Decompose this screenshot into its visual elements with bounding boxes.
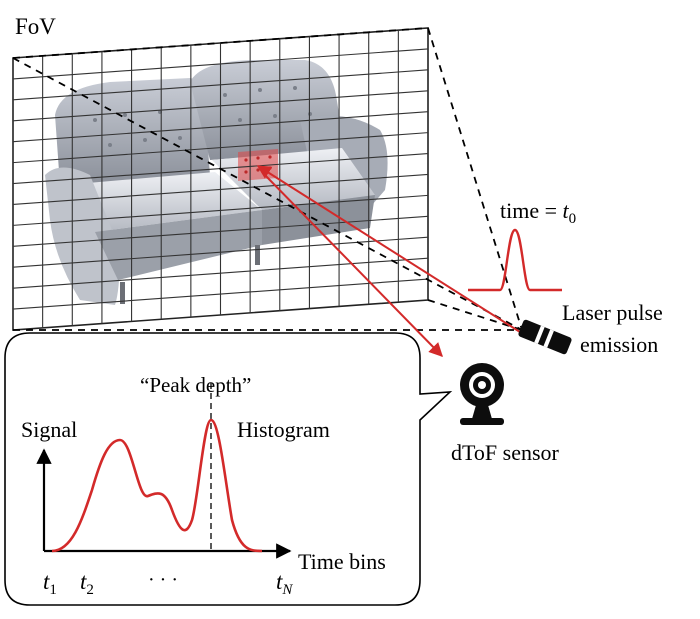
histogram-bubble — [4, 332, 453, 606]
laser-pulse-curve — [468, 228, 562, 292]
fov-label: FoV — [15, 14, 56, 39]
laser-rays — [256, 165, 521, 358]
sofa-image — [45, 60, 388, 305]
histogram-chart — [36, 383, 292, 559]
sensor-label: dToF sensor — [451, 440, 560, 465]
grid-line-horizontal — [12, 194, 429, 226]
time-label: time = t0 — [500, 198, 576, 227]
peak-depth-label: “Peak depth” — [140, 373, 251, 397]
signal-label: Signal — [21, 417, 77, 442]
laser-emitter-icon — [518, 319, 572, 355]
grid-line-horizontal — [12, 111, 429, 143]
grid-line-horizontal — [12, 48, 429, 80]
grid-line-horizontal — [12, 90, 429, 122]
histogram-label: Histogram — [237, 417, 330, 442]
time-bins-label: Time bins — [298, 549, 386, 574]
t1-label: t1 — [43, 569, 57, 598]
webcam-icon — [460, 363, 504, 425]
t2-label: t2 — [80, 569, 94, 598]
laser-label-line1: Laser pulse — [562, 300, 663, 325]
fov-frustum — [12, 27, 523, 331]
tN-label: tN — [276, 569, 293, 598]
laser-label-line2: emission — [580, 332, 658, 357]
grid-line-horizontal — [12, 132, 429, 164]
emit-ray — [256, 165, 521, 333]
ellipsis-label: · · · — [148, 569, 178, 591]
return-ray — [261, 171, 443, 358]
grid-line-horizontal — [12, 173, 429, 206]
histogram-curve — [51, 418, 263, 553]
grid-line-horizontal — [12, 257, 429, 289]
grid-line-horizontal — [12, 215, 429, 247]
grid-line-horizontal — [12, 278, 429, 310]
